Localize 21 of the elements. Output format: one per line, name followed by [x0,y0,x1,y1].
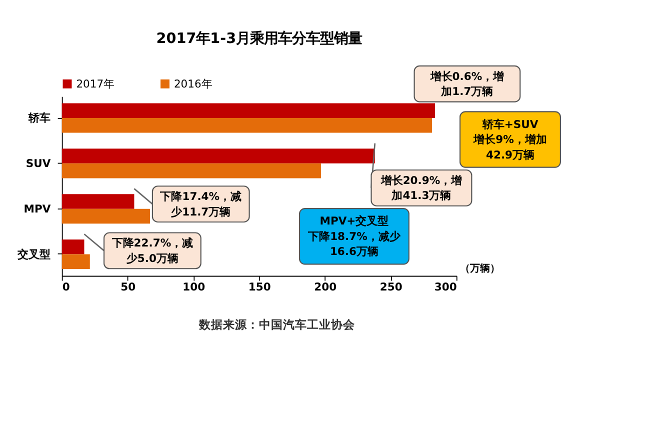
annotation: 增长20.9%，增加41.3万辆 [380,174,462,202]
x-tick-label: 50 [120,280,136,294]
annotation: 增长0.6%，增加1.7万辆 [429,70,504,98]
x-tick-label: 200 [314,280,337,294]
y-tick-label: SUV [26,157,52,170]
x-tick-label: 150 [248,280,271,294]
x-axis-title: （万辆） [460,262,500,274]
x-tick-label: 250 [380,280,402,294]
annotation: 下降22.7%，减少5.0万辆 [110,236,194,265]
x-tick-label: 300 [434,280,457,294]
chart-title: 2017年1-3月乘用车分车型销量 [156,30,362,48]
y-tick-label: MPV [24,202,52,216]
legend-label: 2017年 [76,77,115,90]
legend-label: 2016年 [174,77,212,90]
x-tick-label: 0 [62,280,70,294]
annotation: MPV+交叉型下降18.7%，减少16.6万辆 [307,214,402,258]
source-note: 数据来源：中国汽车工业协会 [198,318,356,332]
x-tick-label: 100 [182,280,206,294]
y-tick-label: 交叉型 [16,248,51,261]
y-tick-label: 轿车 [28,112,51,125]
annotation: 下降17.4%，减少11.7万辆 [159,190,242,218]
